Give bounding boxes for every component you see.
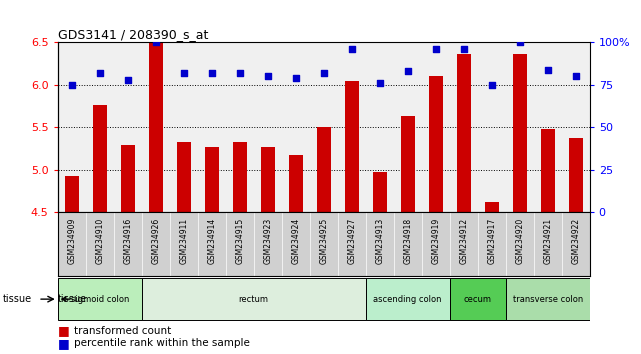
Point <box>206 70 217 76</box>
Point <box>374 80 385 86</box>
Point <box>570 74 581 79</box>
Text: GSM234910: GSM234910 <box>96 217 104 264</box>
Point <box>487 82 497 88</box>
Text: cecum: cecum <box>463 295 492 304</box>
Text: GSM234923: GSM234923 <box>263 217 272 264</box>
Text: GSM234912: GSM234912 <box>459 217 468 264</box>
Bar <box>58 278 142 320</box>
Point <box>235 70 245 76</box>
Text: GDS3141 / 208390_s_at: GDS3141 / 208390_s_at <box>58 28 208 41</box>
Text: GSM234919: GSM234919 <box>431 217 440 264</box>
Point <box>458 46 469 52</box>
Text: GSM234914: GSM234914 <box>207 217 216 264</box>
Bar <box>372 172 387 212</box>
Point <box>542 67 553 73</box>
Bar <box>569 138 583 212</box>
Text: percentile rank within the sample: percentile rank within the sample <box>74 338 249 348</box>
Bar <box>142 278 366 320</box>
Text: GSM234926: GSM234926 <box>151 217 160 264</box>
Bar <box>456 55 470 212</box>
Point <box>122 77 133 83</box>
Text: GSM234921: GSM234921 <box>543 217 552 264</box>
Bar <box>345 81 359 212</box>
Text: transverse colon: transverse colon <box>513 295 583 304</box>
Point <box>431 46 441 52</box>
Text: transformed count: transformed count <box>74 326 171 336</box>
Point <box>290 75 301 81</box>
Text: GSM234927: GSM234927 <box>347 217 356 264</box>
Bar <box>429 76 443 212</box>
Text: GSM234909: GSM234909 <box>67 217 76 264</box>
Bar <box>233 142 247 212</box>
Bar <box>541 129 554 212</box>
Bar <box>149 42 163 212</box>
Bar <box>485 202 499 212</box>
Bar <box>65 176 79 212</box>
Bar <box>401 115 415 212</box>
Point <box>151 40 161 45</box>
Text: ■: ■ <box>58 337 69 350</box>
Bar <box>177 142 191 212</box>
Text: GSM234922: GSM234922 <box>571 217 580 264</box>
Text: GSM234913: GSM234913 <box>375 217 384 264</box>
Text: tissue: tissue <box>58 294 87 304</box>
Text: sigmoid colon: sigmoid colon <box>71 295 129 304</box>
Point <box>179 70 189 76</box>
Bar <box>450 278 506 320</box>
Bar <box>317 127 331 212</box>
Bar <box>93 105 106 212</box>
Point <box>95 70 105 76</box>
Bar <box>288 155 303 212</box>
Text: GSM234916: GSM234916 <box>123 217 132 264</box>
Bar <box>204 147 219 212</box>
Bar <box>121 145 135 212</box>
Bar <box>506 278 590 320</box>
Bar <box>366 278 450 320</box>
Point <box>515 40 525 45</box>
Text: ascending colon: ascending colon <box>374 295 442 304</box>
Text: GSM234925: GSM234925 <box>319 217 328 264</box>
Text: GSM234918: GSM234918 <box>403 217 412 264</box>
Text: GSM234915: GSM234915 <box>235 217 244 264</box>
Text: GSM234920: GSM234920 <box>515 217 524 264</box>
Text: GSM234917: GSM234917 <box>487 217 496 264</box>
Point <box>263 74 273 79</box>
Bar <box>261 147 275 212</box>
Text: GSM234911: GSM234911 <box>179 217 188 264</box>
Text: ■: ■ <box>58 325 69 337</box>
Text: GSM234924: GSM234924 <box>291 217 300 264</box>
Point <box>67 82 77 88</box>
Point <box>403 69 413 74</box>
Point <box>319 70 329 76</box>
Text: tissue: tissue <box>3 294 32 304</box>
Bar <box>513 55 527 212</box>
Point <box>347 46 357 52</box>
Text: rectum: rectum <box>238 295 269 304</box>
